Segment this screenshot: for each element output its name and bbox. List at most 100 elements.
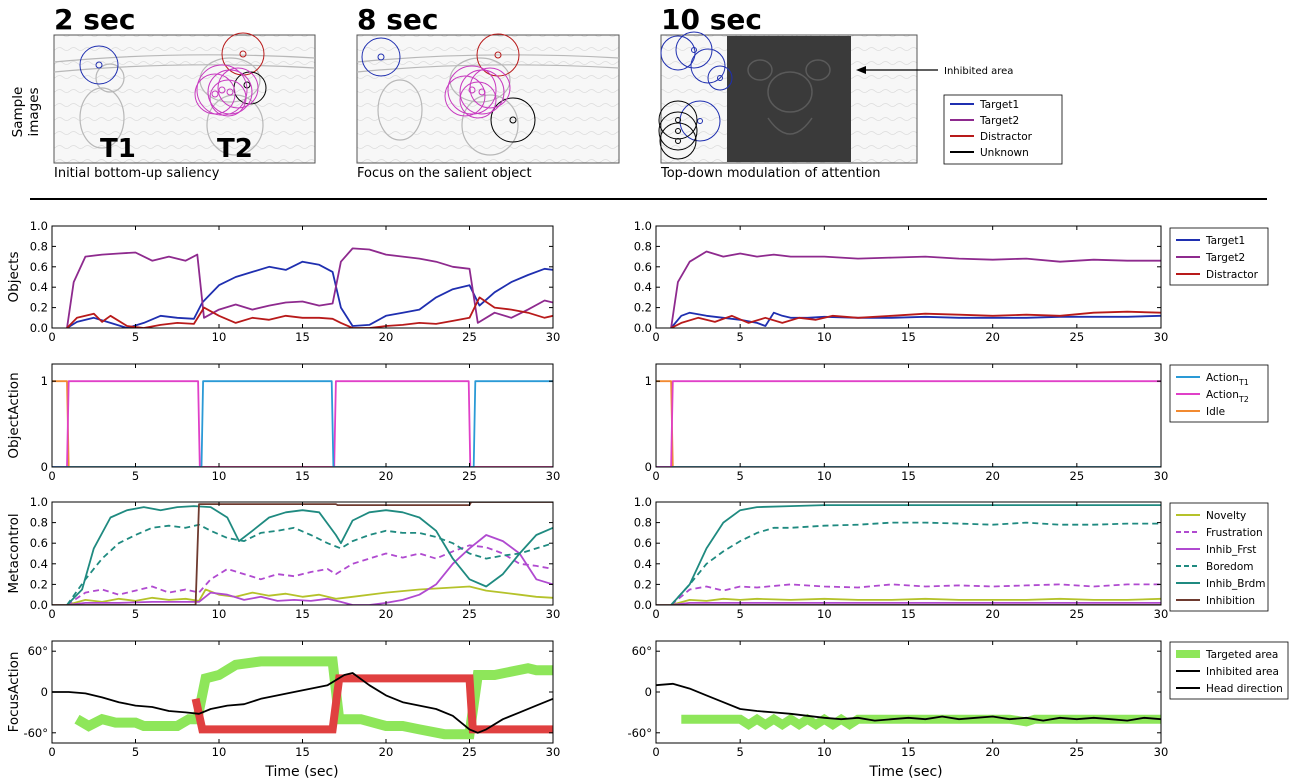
y-tick-label: 0.4 <box>30 557 48 571</box>
legend-label: Targeted area <box>1205 649 1278 661</box>
legend-label: Inhibition <box>1206 595 1255 607</box>
legend-label: ActionT1 <box>1206 372 1249 387</box>
x-tick-label: 20 <box>379 469 394 483</box>
y-tick-label: 0.8 <box>634 516 652 530</box>
legend-label-subscript: T1 <box>1238 378 1249 387</box>
y-tick-label: 60° <box>28 644 48 658</box>
sample-images-side-label: Sample images <box>10 87 42 138</box>
series-line-inhib-brdm <box>670 504 1161 605</box>
x-tick-label: 30 <box>1154 745 1169 759</box>
x-tick-label: 30 <box>1154 607 1169 621</box>
y-axis-label-objects: Objects <box>6 251 22 302</box>
x-tick-label: 5 <box>737 745 744 759</box>
legend-objectaction: ActionT1 ActionT2 Idle <box>1169 364 1269 423</box>
x-tick-label: 0 <box>48 607 55 621</box>
legend-label: Target2 <box>1205 252 1245 264</box>
series-line-inhib-frst <box>670 602 1161 605</box>
series-line-head-direction <box>52 672 553 734</box>
series-line-target1 <box>670 311 1161 328</box>
legend-label: Target1 <box>1205 235 1245 247</box>
y-tick-label: 0.0 <box>30 598 48 612</box>
x-tick-label: 25 <box>462 330 477 344</box>
x-tick-label: 0 <box>48 330 55 344</box>
x-tick-label: 10 <box>212 469 227 483</box>
series-line-idle <box>656 380 1161 467</box>
y-axis-label-focusaction: FocusAction <box>6 652 22 733</box>
x-tick-label: 15 <box>901 745 916 759</box>
plot-area <box>66 247 553 328</box>
x-tick-label: 10 <box>817 745 832 759</box>
x-tick-label: 5 <box>737 330 744 344</box>
x-tick-label: 20 <box>985 330 1000 344</box>
legend-label-subscript: T2 <box>1238 395 1249 404</box>
plot-area <box>52 656 553 740</box>
series-line-frustration <box>66 544 553 605</box>
y-tick-label: 0.2 <box>634 577 652 591</box>
plot-frame <box>51 363 554 468</box>
legend-label: Distractor <box>1206 269 1259 281</box>
y-tick-label: 1.0 <box>634 495 652 509</box>
x-tick-label: 25 <box>462 469 477 483</box>
chart-objectaction-right: 0 5 10 15 20 25 30 0 1 ActionT1 ActionT2 Idle <box>645 363 1269 483</box>
x-tick-label: 30 <box>546 607 561 621</box>
chart-objects-left: 0 5 10 15 20 25 30 0.0 0.2 0.4 0.6 0.8 1.0 Objects <box>6 219 560 344</box>
y-tick-label: 1.0 <box>30 219 48 233</box>
x-tick-label: 5 <box>132 469 139 483</box>
sample-legend-label-unknown: Unknown <box>980 147 1029 159</box>
band-targeted-area <box>681 713 1161 730</box>
panel-1-mark-t2: T2 <box>217 134 253 164</box>
y-tick-label: -60° <box>23 726 48 740</box>
sample-images-legend: Target1 Target2 Distractor Unknown <box>943 94 1063 165</box>
x-tick-label: 15 <box>295 330 310 344</box>
y-tick-label: 0 <box>41 460 48 474</box>
x-tick-label: 5 <box>132 745 139 759</box>
y-axis-label-objectaction: ObjectAction <box>6 372 22 458</box>
plot-area <box>656 380 1161 467</box>
x-tick-label: 0 <box>652 607 659 621</box>
x-tick-label: 25 <box>1070 330 1085 344</box>
y-tick-label: 0.4 <box>634 280 652 294</box>
x-tick-label: 25 <box>462 607 477 621</box>
chart-metacontrol-right: 0 5 10 15 20 25 30 0.0 0.2 0.4 0.6 0.8 1.0 Novelty Fru… <box>634 495 1269 621</box>
x-tick-label: 0 <box>652 330 659 344</box>
x-tick-label: 30 <box>546 330 561 344</box>
inhibited-area-arrowhead <box>856 66 866 74</box>
x-tick-label: 15 <box>901 330 916 344</box>
x-tick-label: 20 <box>985 607 1000 621</box>
plot-frame <box>51 501 554 606</box>
y-tick-label: 0.6 <box>634 260 652 274</box>
plot-area <box>656 682 1161 730</box>
sample-legend-label-distractor: Distractor <box>980 131 1033 143</box>
legend-box <box>1169 227 1269 286</box>
y-tick-label: 0.6 <box>30 536 48 550</box>
plot-frame <box>655 363 1162 468</box>
x-tick-label: 20 <box>379 607 394 621</box>
legend-label: Novelty <box>1206 510 1246 522</box>
x-axis-label-left: Time (sec) <box>264 764 338 780</box>
x-tick-label: 20 <box>379 745 394 759</box>
x-tick-label: 0 <box>652 469 659 483</box>
panel-1-attention-circles <box>79 32 267 117</box>
legend-label: Idle <box>1206 406 1225 418</box>
x-tick-label: 0 <box>48 745 55 759</box>
x-tick-label: 0 <box>48 469 55 483</box>
panel-1-caption: Initial bottom-up saliency <box>54 166 220 181</box>
sample-legend-label-target2: Target2 <box>979 115 1019 127</box>
y-tick-label: 0.0 <box>30 321 48 335</box>
charts-grid: 0 5 10 15 20 25 30 0.0 0.2 0.4 0.6 0.8 1.0 Objects 0 5 1… <box>6 219 1289 759</box>
y-tick-label: 0.0 <box>634 598 652 612</box>
panel-3-inhibited-region <box>727 36 851 162</box>
sample-panel-2: 8 sec Focus on the salient object <box>356 3 620 181</box>
chart-objects-right: 0 5 10 15 20 25 300.00.20.40.60.81.0Target1Tar… <box>634 219 1269 344</box>
inhibited-area-annotation: Inhibited area <box>944 66 1013 77</box>
series-line-inhib-frst <box>66 534 553 605</box>
side-label-line-1: Sample <box>10 87 26 138</box>
x-tick-label: 30 <box>546 469 561 483</box>
x-tick-label: 5 <box>737 607 744 621</box>
series-line-action-t2 <box>656 380 1161 467</box>
y-tick-label: 0.4 <box>30 280 48 294</box>
x-tick-label: 30 <box>546 745 561 759</box>
panel-3-attention-circles <box>658 31 733 160</box>
y-tick-label: 0 <box>645 685 652 699</box>
